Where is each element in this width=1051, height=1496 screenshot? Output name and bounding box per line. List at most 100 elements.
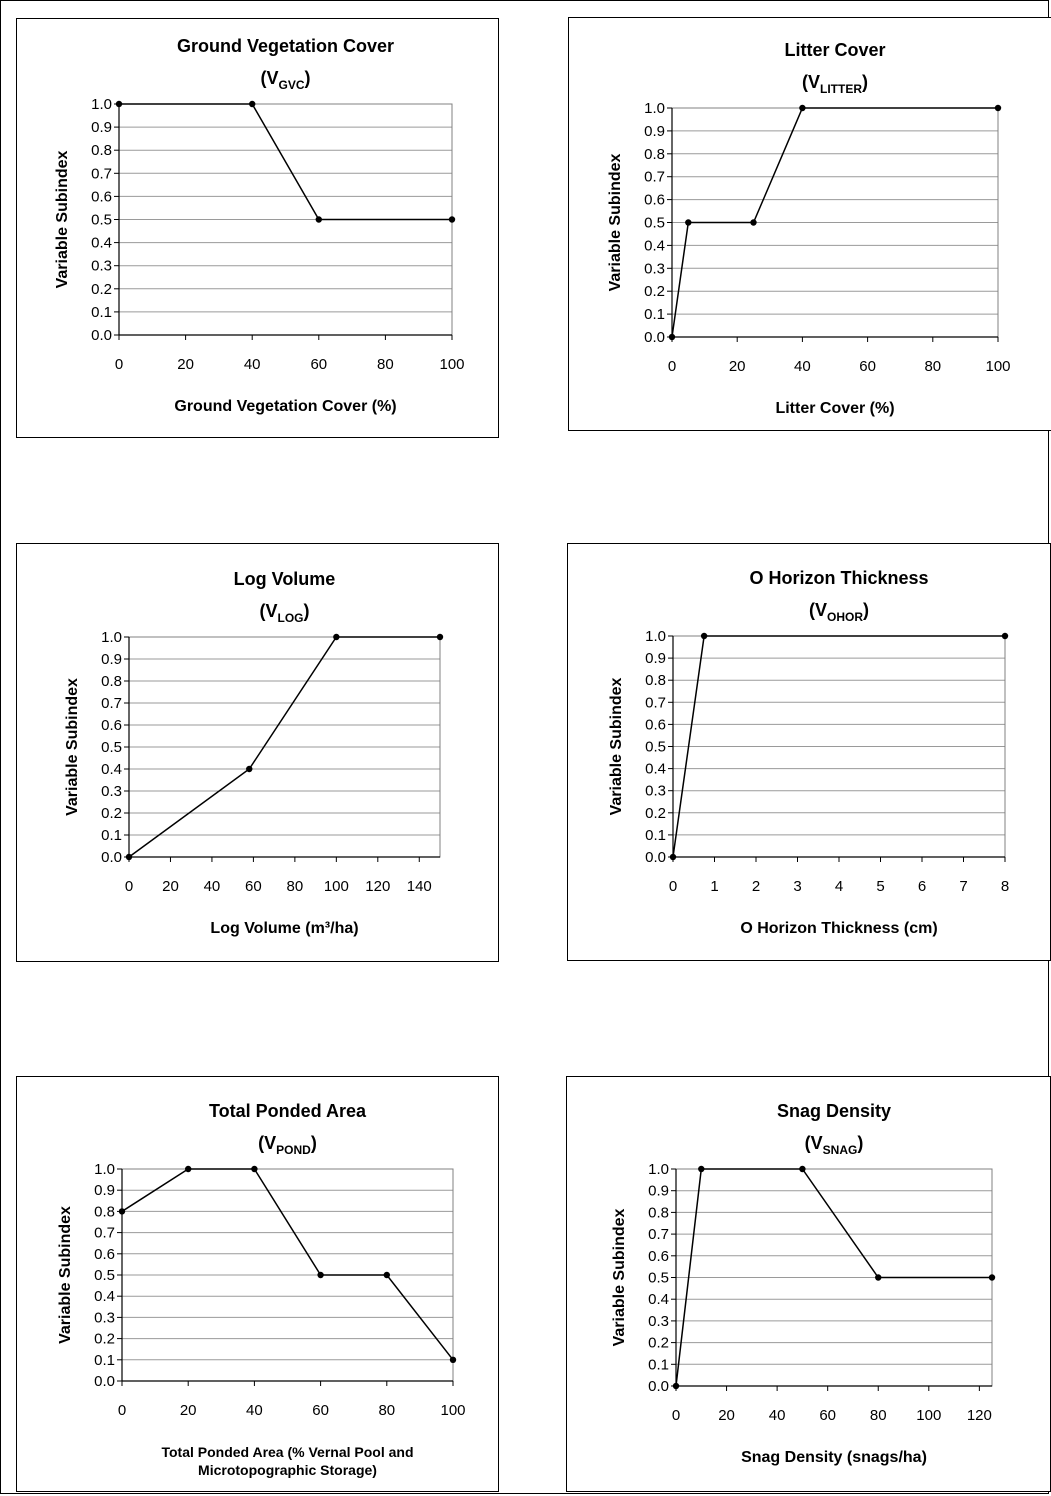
y-tick-label: 0.9 bbox=[91, 119, 112, 136]
subtitle-sub: LITTER bbox=[820, 82, 862, 96]
y-tick-label: 0.3 bbox=[644, 260, 665, 277]
chart-title: Litter Cover bbox=[784, 40, 885, 60]
x-axis-label: Microtopographic Storage) bbox=[198, 1462, 377, 1478]
y-tick-label: 0.8 bbox=[648, 1204, 669, 1221]
subtitle-end: ) bbox=[304, 601, 310, 621]
subtitle-sub: SNAG bbox=[823, 1143, 858, 1157]
chart-title: Log Volume bbox=[234, 569, 336, 589]
chart-svg: Snag Density (VSNAG) 0.0 0.1 0.2 0.3 0.4 0.5 0.6… bbox=[611, 1101, 996, 1466]
chart-layer: Litter Cover (VLITTER) 0.0 0.1 0.2 0.3 0.4 0.5 0… bbox=[607, 40, 1011, 417]
chart-panel-1: Ground Vegetation Cover (VGVC) 0.0 0.1 0.2 0.… bbox=[16, 18, 499, 438]
chart-layer: Snag Density (VSNAG) 0.0 0.1 0.2 0.3 0.4 0.5 0.6… bbox=[611, 1101, 996, 1466]
y-tick-label: 0.9 bbox=[644, 123, 665, 140]
y-axis-label: Variable Subindex bbox=[611, 1208, 628, 1346]
y-tick-label: 0.3 bbox=[94, 1309, 115, 1326]
y-tick-label: 0.4 bbox=[644, 237, 665, 254]
chart-subtitle: (VLITTER) bbox=[802, 72, 868, 96]
data-point bbox=[799, 1165, 806, 1173]
y-tick-label: 1.0 bbox=[91, 96, 112, 113]
subtitle-end: ) bbox=[862, 72, 868, 92]
chart-panel-5: Total Ponded Area (VPOND) 0.0 0.1 0.2 0.3 0.4 0… bbox=[16, 1076, 499, 1492]
chart-svg: Litter Cover (VLITTER) 0.0 0.1 0.2 0.3 0.4 0.5 0… bbox=[607, 40, 1011, 417]
x-tick-label: 8 bbox=[1001, 878, 1009, 895]
y-tick-label: 1.0 bbox=[101, 629, 122, 646]
subtitle-sub: LOG bbox=[278, 611, 304, 625]
subtitle-main: (V bbox=[802, 72, 820, 92]
y-tick-label: 0.0 bbox=[645, 849, 666, 866]
y-tick-label: 1.0 bbox=[648, 1161, 669, 1178]
y-tick-label: 0.0 bbox=[91, 327, 112, 344]
y-tick-label: 0.5 bbox=[101, 739, 122, 756]
series-line bbox=[121, 1168, 454, 1361]
x-tick-label: 140 bbox=[407, 878, 432, 895]
y-tick-label: 0.1 bbox=[94, 1352, 115, 1369]
chart-title: Snag Density bbox=[777, 1101, 891, 1121]
x-tick-label: 20 bbox=[180, 1402, 197, 1419]
y-tick-label: 0.3 bbox=[648, 1313, 669, 1330]
subtitle-main: (V bbox=[260, 68, 278, 88]
chart-panel-6: Snag Density (VSNAG) 0.0 0.1 0.2 0.3 0.4 0.5 0.6… bbox=[566, 1076, 1051, 1492]
x-tick-label: 60 bbox=[859, 358, 876, 375]
x-axis-label: O Horizon Thickness (cm) bbox=[740, 920, 937, 937]
y-axis-label: Variable Subindex bbox=[607, 153, 624, 291]
y-tick-label: 0.4 bbox=[101, 761, 122, 778]
x-tick-label: 0 bbox=[672, 1407, 680, 1424]
y-tick-label: 0.9 bbox=[94, 1182, 115, 1199]
subtitle-end: ) bbox=[305, 68, 311, 88]
y-axis-label: Variable Subindex bbox=[64, 678, 81, 816]
x-tick-label: 120 bbox=[365, 878, 390, 895]
x-tick-label: 0 bbox=[669, 878, 677, 895]
y-tick-label: 0.5 bbox=[94, 1267, 115, 1284]
x-tick-label: 7 bbox=[959, 878, 967, 895]
y-tick-label: 0.2 bbox=[645, 805, 666, 822]
y-tick-label: 0.5 bbox=[644, 215, 665, 232]
chart-layer: Log Volume (VLOG) 0.0 0.1 0.2 0.3 0.4 0.5 0.6 0.7… bbox=[64, 569, 444, 937]
data-point bbox=[383, 1271, 390, 1279]
y-tick-label: 0.8 bbox=[101, 673, 122, 690]
chart-subtitle: (VOHOR) bbox=[809, 600, 869, 624]
y-tick-label: 0.0 bbox=[101, 849, 122, 866]
data-point bbox=[698, 1165, 705, 1173]
chart-layer: Total Ponded Area (VPOND) 0.0 0.1 0.2 0.3 0.4 0… bbox=[57, 1101, 466, 1478]
data-point bbox=[246, 765, 253, 773]
y-tick-label: 0.6 bbox=[645, 716, 666, 733]
y-tick-label: 0.7 bbox=[644, 169, 665, 186]
y-tick-label: 0.6 bbox=[644, 192, 665, 209]
y-tick-label: 0.7 bbox=[645, 694, 666, 711]
y-tick-label: 1.0 bbox=[645, 628, 666, 645]
subtitle-sub: POND bbox=[276, 1143, 311, 1157]
x-tick-label: 20 bbox=[729, 358, 746, 375]
x-tick-label: 80 bbox=[377, 356, 394, 373]
data-point bbox=[448, 216, 456, 223]
x-tick-label: 0 bbox=[115, 356, 123, 373]
x-tick-label: 100 bbox=[916, 1407, 941, 1424]
y-tick-label: 0.8 bbox=[644, 146, 665, 163]
data-point bbox=[115, 100, 123, 108]
data-point bbox=[750, 219, 757, 226]
chart-layer: O Horizon Thickness (VOHOR) 0.0 0.1 0.2 0.3 0.… bbox=[608, 568, 1009, 937]
x-tick-label: 0 bbox=[118, 1402, 126, 1419]
x-axis-label: Litter Cover (%) bbox=[775, 400, 894, 417]
subtitle-main: (V bbox=[805, 1133, 823, 1153]
data-point bbox=[672, 1382, 680, 1390]
x-tick-label: 0 bbox=[125, 878, 133, 895]
y-tick-label: 0.0 bbox=[94, 1373, 115, 1390]
y-tick-label: 0.3 bbox=[91, 258, 112, 275]
chart-layer: Ground Vegetation Cover (VGVC) 0.0 0.1 0.2 0.… bbox=[54, 36, 465, 415]
x-axis-label: Log Volume (m³/ha) bbox=[210, 920, 358, 937]
data-point bbox=[249, 100, 256, 108]
subtitle-main: (V bbox=[809, 600, 827, 620]
chart-subtitle: (VPOND) bbox=[258, 1133, 317, 1157]
x-tick-label: 20 bbox=[162, 878, 179, 895]
subtitle-main: (V bbox=[258, 1133, 276, 1153]
x-tick-label: 60 bbox=[312, 1402, 329, 1419]
y-tick-label: 0.6 bbox=[91, 188, 112, 205]
chart-subtitle: (VLOG) bbox=[260, 601, 310, 625]
y-tick-label: 0.8 bbox=[91, 142, 112, 159]
subtitle-end: ) bbox=[857, 1133, 863, 1153]
chart-svg: Ground Vegetation Cover (VGVC) 0.0 0.1 0.2 0.… bbox=[54, 36, 465, 415]
y-tick-label: 0.1 bbox=[648, 1356, 669, 1373]
data-point bbox=[994, 104, 1002, 112]
y-tick-label: 0.4 bbox=[648, 1291, 669, 1308]
y-tick-label: 0.2 bbox=[644, 283, 665, 300]
